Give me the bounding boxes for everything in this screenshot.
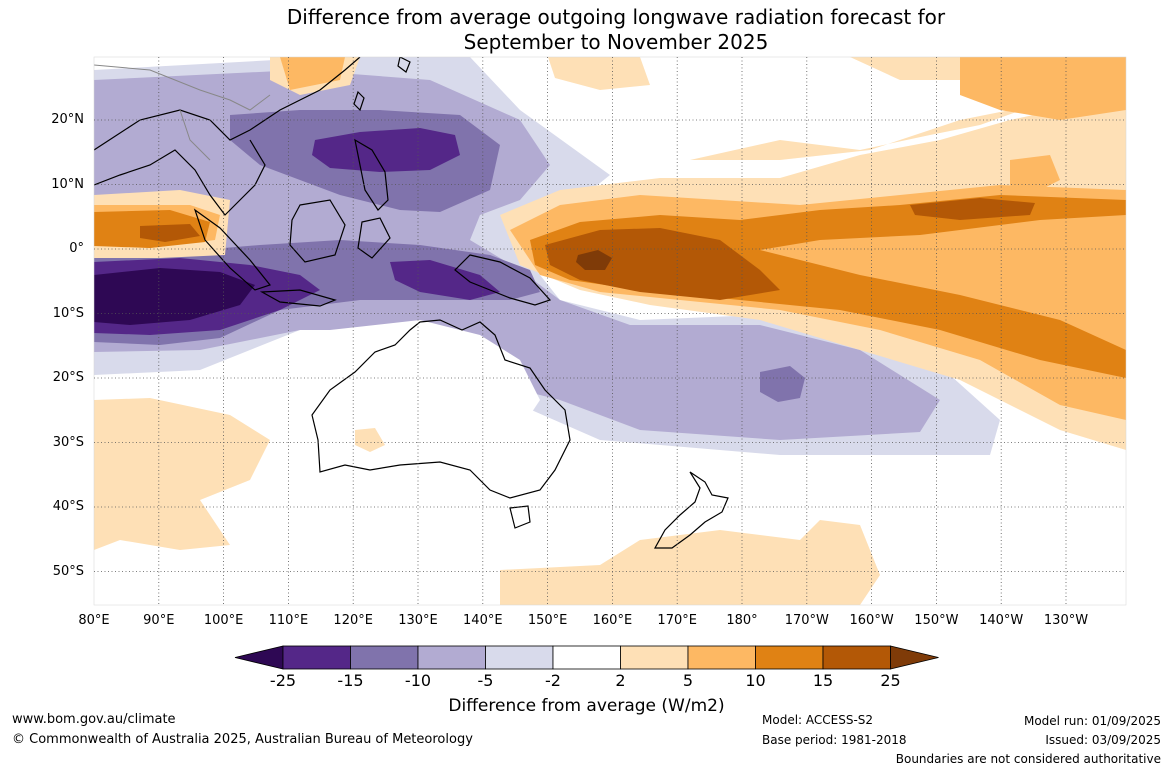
legend-tick-label: 10: [745, 671, 766, 690]
longitude-label: 140°E: [463, 613, 503, 628]
chart-title: Difference from average outgoing longwav…: [0, 5, 1173, 55]
colorbar-right-arrow: [890, 645, 939, 670]
java-coastline: [259, 289, 337, 307]
colorbar-segment: [350, 645, 419, 670]
colorbar-left-arrow: [234, 645, 284, 670]
base-period-label: Base period: 1981-2018: [762, 733, 907, 747]
latitude-label: 20°N: [51, 112, 84, 127]
colorbar-segment: [755, 645, 824, 670]
longitude-label: 100°E: [203, 613, 244, 628]
latitude-label: 10°S: [52, 305, 84, 321]
longitude-label: 130°W: [1043, 613, 1089, 628]
legend-tick-label: 15: [812, 671, 834, 690]
copyright-notice: © Commonwealth of Australia 2025, Austra…: [12, 732, 473, 747]
longitude-label: 130°E: [398, 613, 438, 628]
model-run-label: Model run: 01/09/2025: [1023, 714, 1161, 728]
taiwan-coastline: [353, 90, 365, 112]
new-zealand-coastline: [653, 471, 729, 549]
disclaimer-text: Boundaries are not considered authoritat…: [895, 752, 1161, 766]
latitude-label: 10°N: [51, 176, 84, 192]
longitude-label: 170°E: [657, 613, 697, 628]
latitude-label: 30°S: [52, 434, 84, 450]
sumatra-coastline: [193, 208, 272, 291]
latitude-label: 20°S: [52, 370, 84, 385]
sulawesi-coastline: [357, 217, 391, 259]
latitude-label: 0°: [69, 241, 84, 256]
longitude-label: 150°E: [527, 613, 568, 628]
colorbar-segment: [687, 645, 756, 670]
longitude-label: 180°: [726, 613, 758, 628]
colorbar-segment: [282, 645, 351, 670]
colorbar-segment: [552, 645, 621, 670]
anomaly-fields: [94, 57, 1126, 605]
longitude-label: 90°E: [143, 613, 175, 628]
philippines-coastline: [354, 138, 389, 211]
title-line-2: September to November 2025: [463, 30, 769, 54]
legend-tick-label: 5: [682, 671, 694, 690]
longitude-label: 80°E: [78, 613, 110, 628]
legend-title: Difference from average (W/m2): [448, 696, 725, 716]
colorbar-segment: [620, 645, 689, 670]
legend-tick-label: -10: [404, 671, 432, 690]
graticule-lines: [94, 57, 1126, 605]
colorbar-segment: [417, 645, 486, 670]
coastlines: [94, 57, 729, 549]
latitude-label: 50°S: [52, 563, 84, 579]
legend-tick-label: 25: [880, 671, 901, 690]
gridlines: [93, 56, 1127, 606]
legend-tick-label: -2: [545, 671, 561, 690]
longitude-label: 160°W: [849, 613, 894, 628]
model-label: Model: ACCESS-S2: [762, 713, 874, 727]
latitude-label: 40°S: [52, 499, 84, 514]
japan-coastline: [397, 57, 411, 73]
issued-label: Issued: 03/09/2025: [1045, 733, 1161, 747]
negative-anomaly-field: [94, 57, 1000, 455]
positive-anomaly-field: [94, 57, 1126, 605]
longitude-label: 140°W: [979, 613, 1024, 628]
asia-mainland-coastline: [94, 57, 361, 216]
new-guinea-coastline: [454, 254, 552, 306]
longitude-label: 150°W: [914, 613, 959, 628]
longitude-label: 160°E: [592, 613, 633, 628]
colorbar-segment: [485, 645, 554, 670]
country-borders: [94, 64, 271, 161]
title-line-1: Difference from average outgoing longwav…: [286, 5, 946, 29]
website-link[interactable]: www.bom.gov.au/climate: [12, 712, 176, 727]
borders: [94, 64, 271, 161]
colorbar-segment: [822, 645, 891, 670]
legend-colorbar: [234, 645, 939, 670]
longitude-label: 170°W: [784, 613, 829, 628]
longitude-label: 120°E: [333, 613, 373, 628]
legend-tick-label: -5: [477, 671, 494, 690]
legend-tick-label: 2: [615, 671, 626, 690]
australia-coastline: [311, 319, 571, 499]
borneo-coastline: [289, 199, 346, 263]
legend-tick-label: -15: [337, 671, 364, 690]
legend-tick-label: -25: [269, 671, 297, 690]
longitude-label: 110°E: [268, 613, 309, 628]
